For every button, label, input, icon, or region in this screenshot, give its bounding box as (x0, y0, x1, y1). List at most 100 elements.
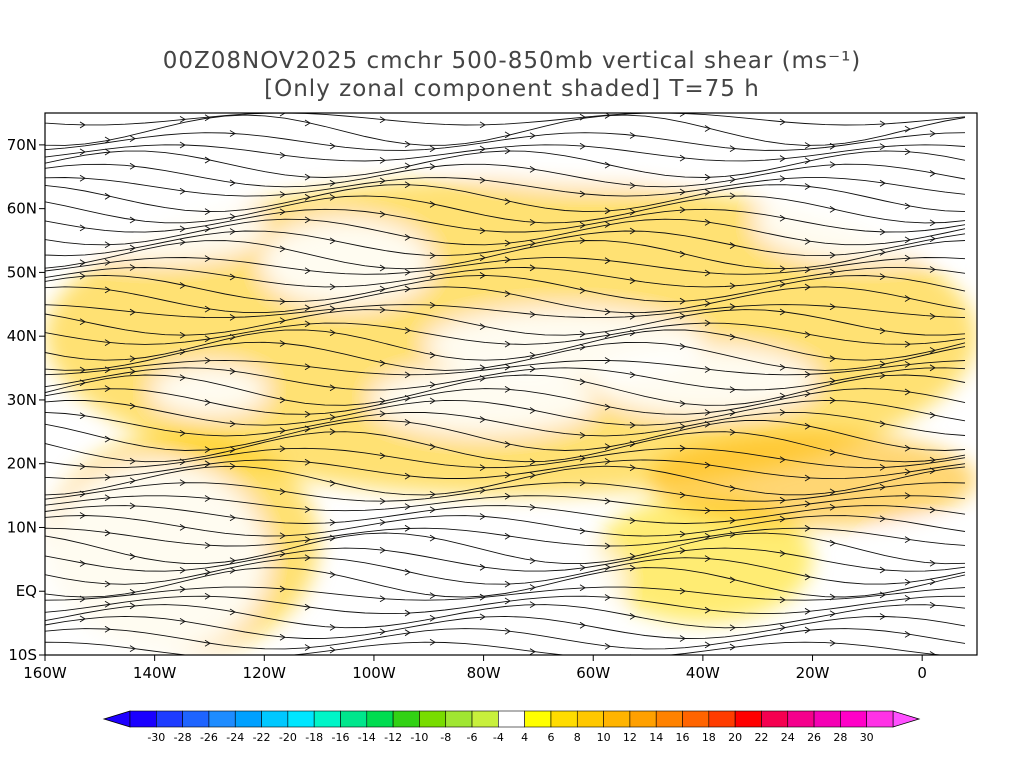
streamline-arrow (379, 156, 386, 164)
streamline-arrow (404, 524, 411, 532)
streamline-arrow (504, 239, 511, 247)
streamline-arrow (879, 143, 886, 150)
streamline (45, 567, 966, 598)
streamline (45, 322, 966, 345)
streamline-arrow (479, 464, 486, 472)
streamline-arrow (604, 357, 611, 364)
streamline-arrow (804, 157, 811, 165)
streamline-arrow (79, 490, 86, 498)
streamline-arrow (929, 559, 936, 567)
streamline-arrow (604, 542, 611, 550)
streamline-arrow (279, 585, 286, 593)
streamline-arrow (529, 601, 536, 609)
streamline-arrow (579, 431, 586, 439)
streamline-arrow (829, 610, 836, 618)
streamline-arrow (604, 308, 611, 316)
streamline (45, 114, 966, 146)
streamline-arrow (179, 238, 186, 246)
streamline-arrow (929, 578, 936, 586)
streamline-arrow (104, 473, 111, 481)
colorbar-swatch (576, 710, 604, 728)
streamline (45, 274, 966, 302)
streamline-arrow (304, 304, 311, 312)
streamline-arrow (204, 398, 211, 406)
streamline-arrow (679, 250, 686, 258)
streamline-arrow (779, 550, 786, 557)
streamline-arrow (529, 648, 536, 655)
streamline-arrow (304, 603, 311, 611)
streamline-arrow (579, 564, 586, 572)
streamline-arrow (804, 266, 811, 274)
streamline-arrow (629, 440, 636, 448)
streamline-arrow (629, 182, 636, 189)
colorbar-swatch (313, 710, 341, 728)
streamline-arrow (404, 629, 411, 637)
streamline-arrow (479, 487, 486, 494)
streamline-arrow (129, 602, 136, 610)
streamline-arrow (629, 277, 636, 285)
streamline-arrow (79, 318, 86, 326)
streamline-arrow (129, 308, 136, 316)
streamline-arrow (379, 285, 386, 293)
colorbar-label: 16 (676, 731, 690, 744)
colorbar-label: 18 (702, 731, 716, 744)
streamline-arrow (729, 386, 736, 394)
streamline-arrow (129, 477, 136, 485)
shear-region (593, 495, 813, 624)
streamline (45, 163, 966, 188)
streamline-arrow (104, 494, 111, 502)
streamline-arrow (279, 532, 286, 540)
streamline-arrow (929, 219, 936, 227)
streamline-arrow (729, 409, 736, 417)
streamline-arrow (904, 202, 911, 210)
lat-tick-label: 40N (7, 327, 37, 345)
streamline-arrow (579, 621, 586, 629)
streamline-arrow (379, 628, 386, 636)
streamline-arrow (729, 576, 736, 584)
streamline (45, 495, 966, 512)
streamline-arrow (379, 264, 386, 272)
streamline-arrow (804, 183, 811, 190)
streamline-arrow (504, 131, 511, 139)
colorbar-label: -10 (410, 731, 428, 744)
streamline-arrow (179, 429, 186, 437)
streamline (45, 419, 966, 451)
streamline-arrow (379, 595, 386, 603)
streamline-arrow (204, 335, 211, 343)
colorbar-swatch (234, 710, 262, 728)
colorbar: -30 -28 -26 -24 -22 -20 -18 -16 -14 -12 -10 -8 -6 -4 4… (102, 710, 921, 744)
streamline-arrow (279, 152, 286, 159)
streamline-arrow (404, 140, 411, 148)
lat-tick-label: 50N (7, 263, 37, 281)
map-frame (44, 112, 978, 656)
streamline-arrow (804, 626, 811, 634)
streamline-arrow (379, 210, 386, 218)
streamline (45, 628, 966, 650)
streamline-arrow (804, 370, 811, 378)
streamline-arrow (204, 156, 211, 164)
streamline-arrow (604, 221, 611, 228)
streamline-arrow (79, 615, 86, 623)
streamline-arrow (104, 339, 111, 346)
streamline-arrow (479, 272, 486, 279)
colorbar-swatch (734, 710, 762, 728)
streamline-arrow (604, 497, 611, 505)
lat-tick-label: 30N (7, 391, 37, 409)
lon-tick-label: 100W (352, 664, 396, 682)
streamline-arrow (179, 331, 186, 339)
streamline-arrow (704, 366, 711, 373)
colorbar-label: -26 (200, 731, 218, 744)
streamline-arrow (279, 427, 286, 435)
streamline-arrow (179, 374, 186, 382)
streamline-arrow (479, 254, 486, 262)
streamline-arrow (229, 228, 236, 235)
streamline-arrow (529, 458, 536, 466)
streamline-arrow (329, 413, 336, 421)
streamline-arrow (704, 218, 711, 226)
streamline-arrow (79, 412, 86, 420)
streamline-arrow (529, 311, 536, 318)
streamline-arrow (379, 306, 386, 314)
streamline-arrow (229, 273, 236, 281)
chart-title-line-1: 00Z08NOV2025 cmchr 500-850mb vertical sh… (162, 48, 862, 74)
shear-region (593, 348, 813, 413)
